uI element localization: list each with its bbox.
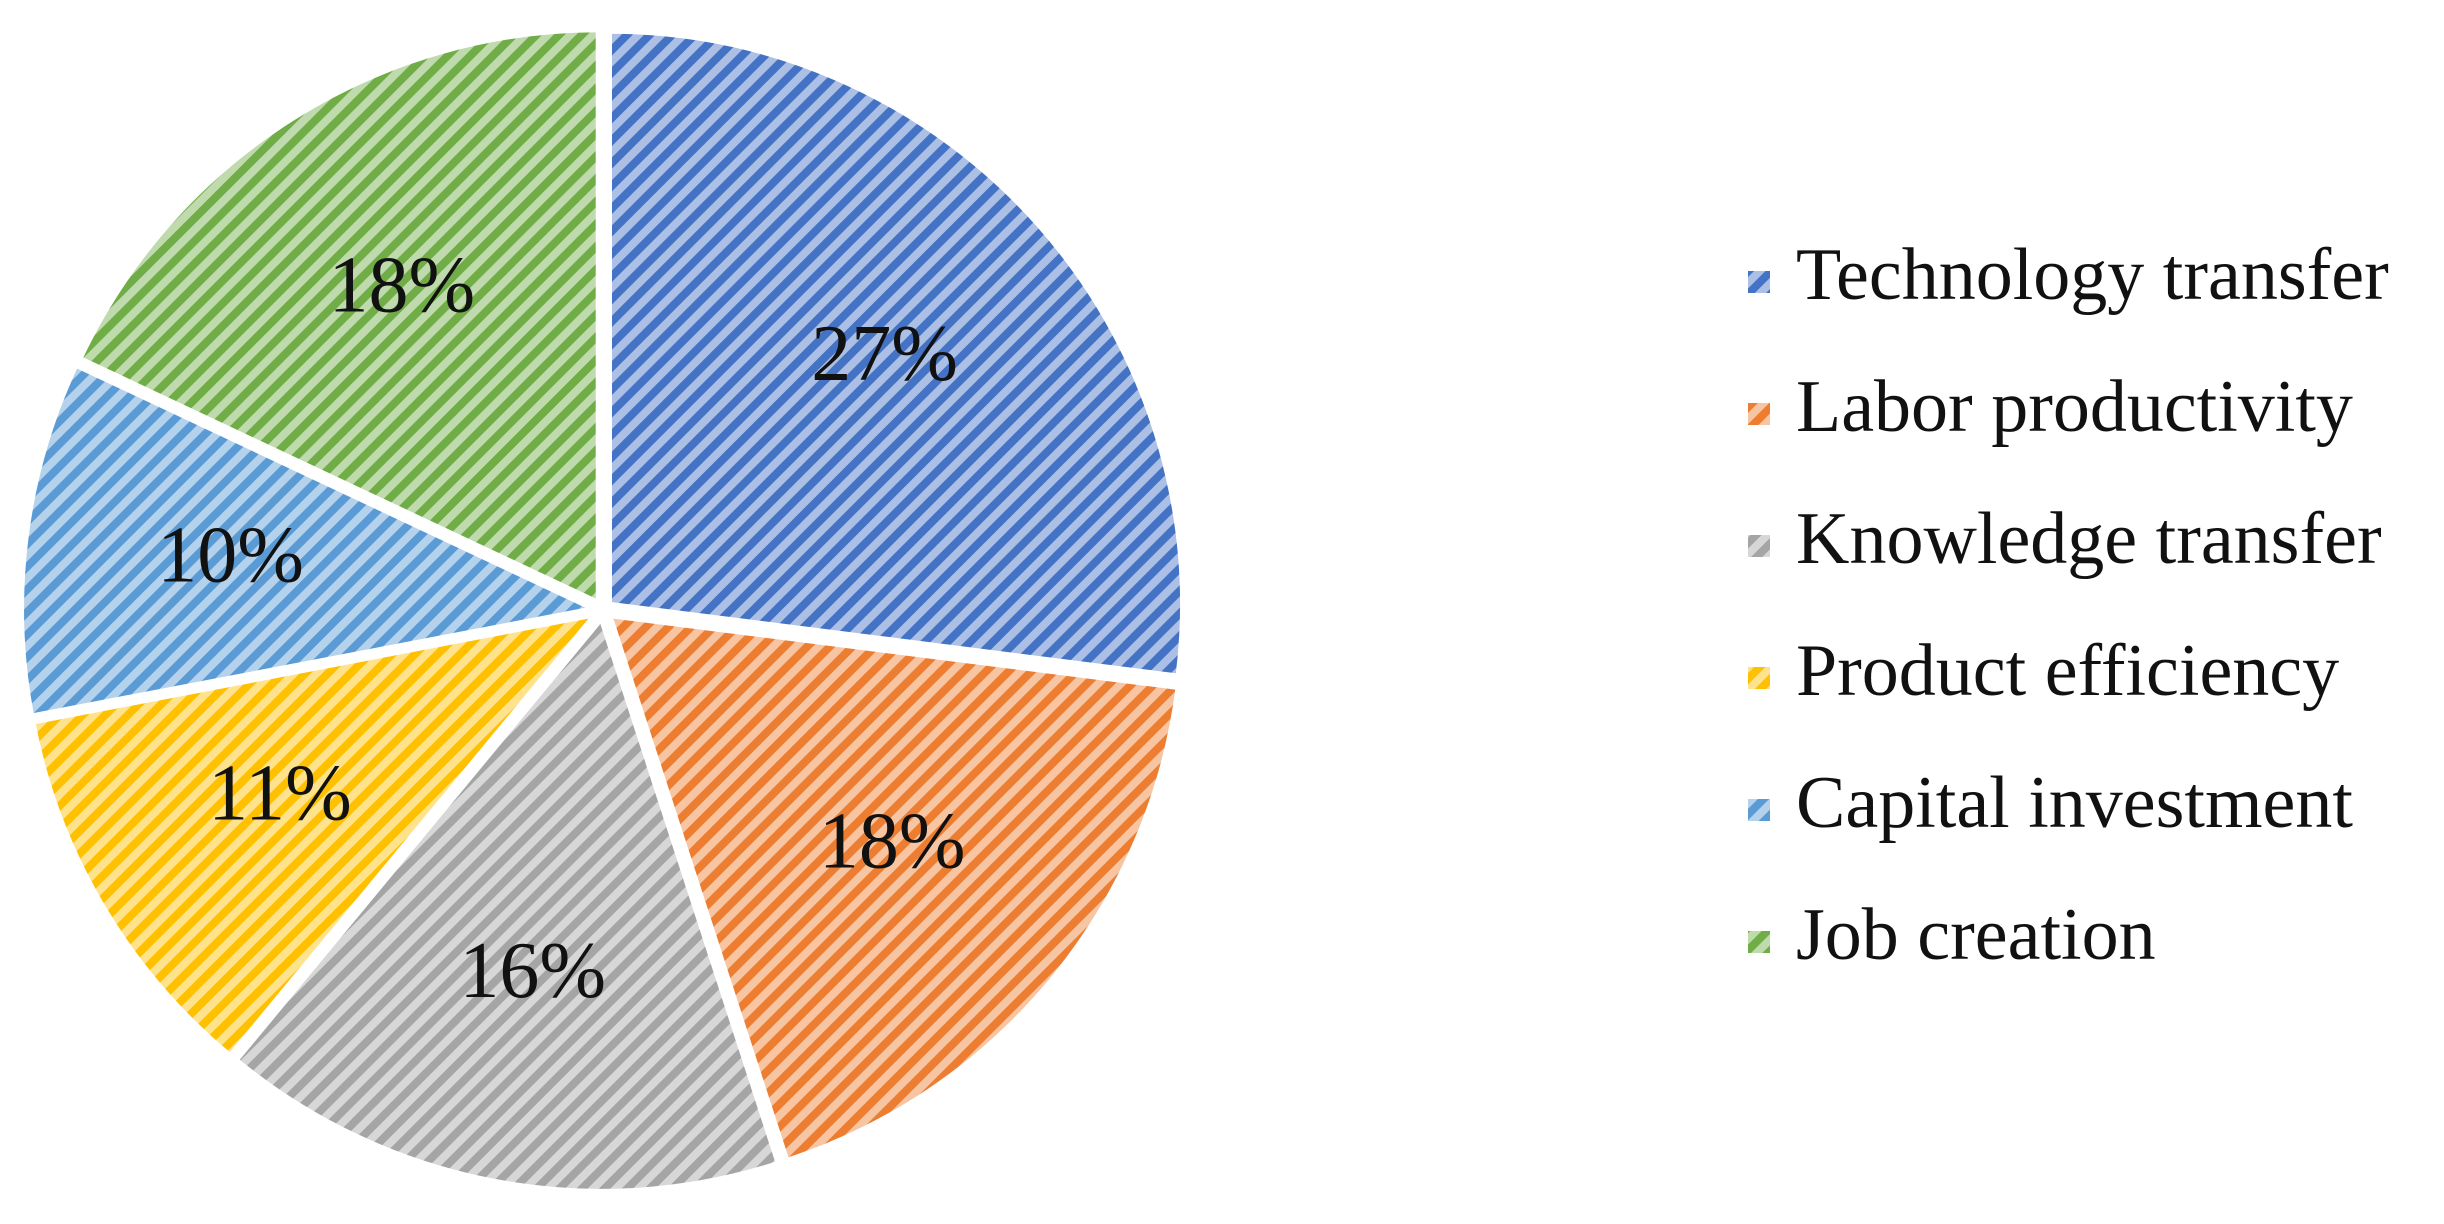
slice-label-product-efficiency: 11% (208, 749, 352, 837)
pie-slice-technology-transfer (606, 27, 1186, 681)
legend-label-capital-investment: Capital investment (1796, 762, 2353, 844)
legend-marker-capital-investment (1748, 799, 1770, 821)
pie-slice-capital-investment (18, 360, 605, 721)
legend-marker-labor-productivity (1748, 403, 1770, 425)
legend-label-technology-transfer: Technology transfer (1796, 234, 2389, 316)
pie-slice-product-efficiency (28, 609, 604, 1061)
legend-marker-job-creation (1748, 931, 1770, 953)
legend-marker-product-efficiency (1748, 667, 1770, 689)
legend: Technology transfer Labor productivity Kno… (1748, 234, 2389, 976)
slice-label-technology-transfer: 27% (811, 310, 958, 398)
legend-marker-knowledge-transfer (1748, 535, 1770, 557)
slice-label-labor-productivity: 18% (819, 798, 966, 886)
legend-label-job-creation: Job creation (1796, 894, 2156, 976)
legend-marker-technology-transfer (1748, 271, 1770, 293)
legend-label-product-efficiency: Product efficiency (1796, 630, 2339, 712)
pie-slices (18, 26, 1186, 1195)
legend-label-labor-productivity: Labor productivity (1796, 366, 2353, 448)
slice-label-capital-investment: 10% (157, 511, 304, 599)
pie-data-labels: 27% 18% 16% 11% 10% 18% (157, 241, 965, 1015)
slice-label-knowledge-transfer: 16% (459, 927, 606, 1015)
slice-label-job-creation: 18% (329, 241, 476, 329)
pie-slice-job-creation (75, 26, 602, 608)
pie-slice-labor-productivity (604, 611, 1182, 1165)
legend-label-knowledge-transfer: Knowledge transfer (1796, 498, 2382, 580)
pie-slice-knowledge-transfer (231, 611, 783, 1195)
